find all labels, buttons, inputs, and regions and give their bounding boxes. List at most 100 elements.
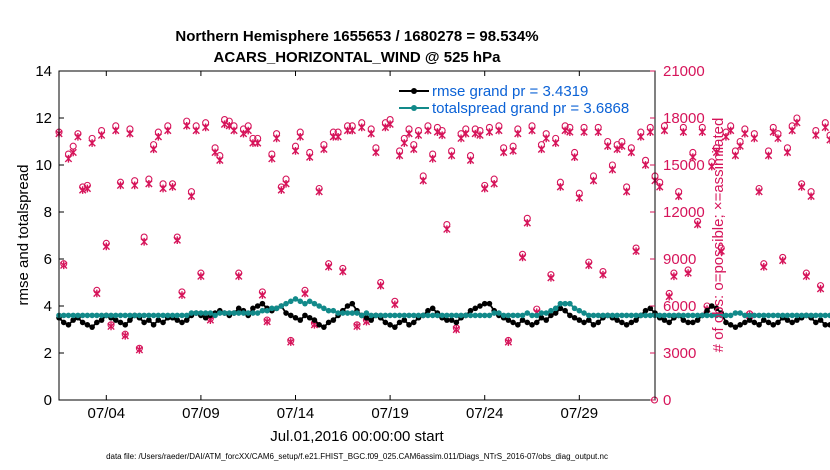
y-left-tick-label: 4 [44,298,52,315]
series-point-rmse [822,322,829,328]
obs-assimilated-marker [140,237,148,246]
series-point-rmse [235,305,242,312]
series-point-totalspread [690,312,696,319]
series-point-totalspread [713,312,720,319]
obs-assimilated-marker [358,123,366,132]
series-point-totalspread [112,312,119,319]
series-point-rmse [94,319,100,326]
series-point-totalspread [737,310,743,316]
obs-assimilated-marker [585,261,593,270]
obs-assimilated-marker [414,131,423,140]
series-point-totalspread [803,312,810,319]
obs-assimilated-marker [88,139,96,147]
obs-assimilated-marker [126,129,134,138]
obs-assimilated-marker [485,128,494,136]
obs-assimilated-marker [183,121,191,130]
series-point-totalspread [775,312,781,319]
obs-assimilated-marker [575,194,584,202]
obs-assimilated-marker [178,291,186,299]
obs-assimilated-marker [627,148,636,157]
series-point-totalspread [439,312,445,319]
series-point-totalspread [756,312,762,319]
series-point-rmse [368,317,374,323]
series-point-rmse [406,322,412,328]
series-point-rmse [467,307,474,314]
series-point-totalspread [278,303,285,309]
obs-assimilated-marker [698,128,706,136]
series-point-rmse [557,305,564,312]
series-point-totalspread [581,310,587,316]
obs-assimilated-marker [78,186,87,194]
series-point-totalspread [335,310,341,316]
obs-assimilated-marker [433,128,442,136]
series-point-rmse [770,322,777,328]
series-point-rmse [297,317,304,323]
series-point-totalspread [552,305,559,312]
obs-assimilated-marker [97,131,106,140]
series-point-rmse [661,317,668,323]
obs-assimilated-marker [665,292,673,301]
series-point-rmse [179,319,185,326]
series-point-totalspread [500,312,507,319]
series-point-totalspread [108,312,114,319]
obs-assimilated-marker [277,186,286,194]
series-point-totalspread [179,312,185,319]
series-point-rmse [567,312,573,319]
series-point-rmse [112,317,119,323]
series-point-rmse [614,317,620,323]
series-point-totalspread [212,312,218,319]
obs-assimilated-marker [282,179,290,188]
obs-assimilated-marker [599,270,607,279]
series-point-rmse [789,319,795,326]
series-point-rmse [581,319,587,326]
series-point-totalspread [623,312,630,319]
series-point-totalspread [718,312,725,319]
obs-assimilated-marker [83,184,92,193]
series-point-totalspread [297,298,304,305]
obs-assimilated-marker [788,126,796,135]
obs-assimilated-marker [112,126,120,135]
x-tick-label: 07/04 [88,405,126,422]
obs-assimilated-marker [216,156,224,165]
series-point-rmse [647,305,654,312]
series-point-totalspread [202,310,209,316]
series-point-totalspread [496,310,502,316]
obs-assimilated-marker [107,322,115,331]
obs-assimilated-marker [504,338,513,346]
series-point-totalspread [406,312,412,319]
series-point-rmse [302,312,308,319]
series-point-totalspread [84,312,91,319]
series-point-totalspread [316,303,322,309]
obs-assimilated-marker [807,192,815,201]
series-point-rmse [576,317,583,323]
series-point-rmse [89,324,95,330]
series-point-rmse [817,317,824,323]
obs-assimilated-marker [381,123,390,132]
series-point-totalspread [410,312,417,319]
obs-assimilated-marker [69,148,77,157]
series-point-rmse [127,317,133,323]
obs-assimilated-marker [561,126,569,135]
obs-count-markers [55,114,830,404]
series-point-totalspread [164,312,171,319]
x-axis-ticks: 07/04 07/09 07/14 07/19 07/24 07/29 [88,71,598,422]
series-point-totalspread [193,310,199,316]
obs-assimilated-marker [187,192,196,201]
chart-title: Northern Hemisphere 1655653 / 1680278 = … [175,28,538,45]
series-point-rmse [330,317,337,323]
obs-assimilated-marker [192,126,200,135]
y-left-tick-label: 10 [35,157,52,174]
series-point-rmse [704,307,710,314]
series-point-totalspread [742,312,748,319]
series-point-totalspread [708,312,715,319]
obs-assimilated-marker [239,129,248,138]
series-point-rmse [292,314,299,321]
obs-assimilated-marker [320,145,328,154]
series-point-rmse [515,322,521,328]
series-point-totalspread [377,312,384,319]
obs-assimilated-marker [438,131,446,140]
obs-assimilated-marker [60,261,68,270]
obs-assimilated-marker [670,272,678,281]
series-point-rmse [396,319,403,326]
series-point-totalspread [822,312,829,319]
